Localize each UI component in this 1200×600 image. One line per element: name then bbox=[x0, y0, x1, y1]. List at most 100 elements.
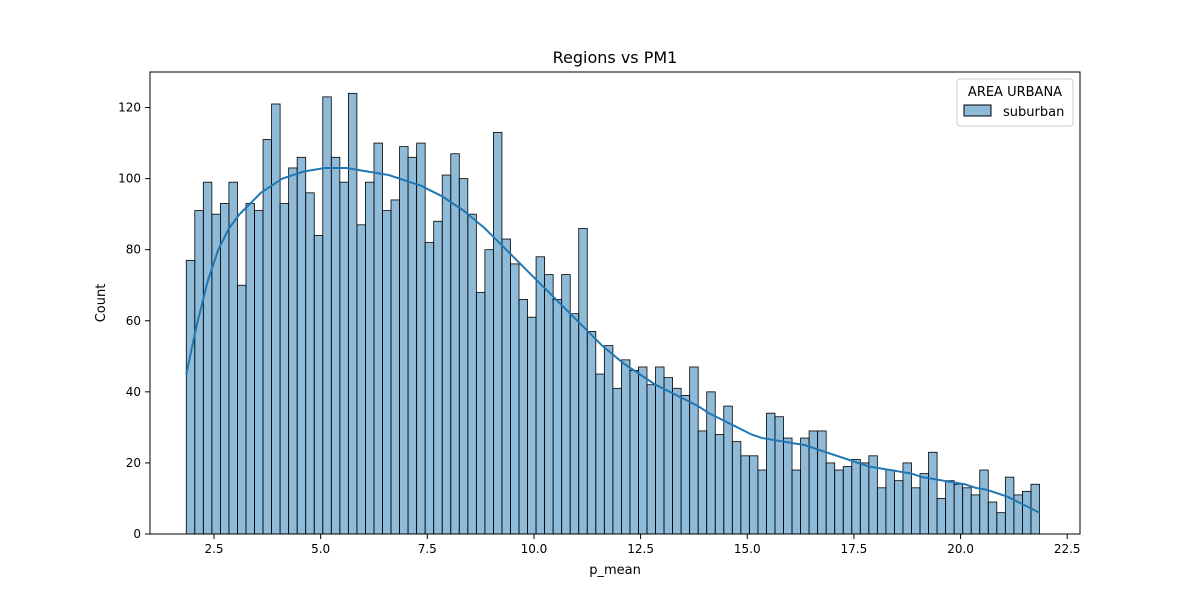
histogram-bar bbox=[1022, 490, 1032, 535]
histogram-bar bbox=[305, 192, 315, 535]
histogram-bar bbox=[748, 455, 759, 535]
histogram-bar bbox=[296, 156, 307, 535]
histogram-bar bbox=[416, 142, 426, 535]
histogram-bar bbox=[441, 174, 452, 535]
histogram-bar bbox=[970, 494, 981, 535]
histogram-bar bbox=[475, 291, 486, 535]
histogram-bar bbox=[962, 487, 972, 535]
x-tick-label: 22.5 bbox=[1054, 542, 1081, 556]
histogram-bar bbox=[731, 441, 742, 535]
histogram-bar bbox=[876, 487, 887, 535]
histogram-bar bbox=[501, 238, 511, 535]
histogram-bar bbox=[979, 469, 989, 535]
histogram-bar bbox=[288, 167, 298, 535]
histogram-bar bbox=[433, 220, 443, 535]
histogram-bar bbox=[245, 203, 255, 535]
histogram-bar bbox=[603, 345, 614, 535]
histogram-bar bbox=[219, 203, 230, 535]
histogram-bar bbox=[825, 462, 836, 535]
histogram-bar bbox=[467, 213, 477, 535]
x-tick-label: 7.5 bbox=[418, 542, 437, 556]
histogram-bar bbox=[373, 142, 383, 535]
histogram-bar bbox=[595, 373, 605, 535]
histogram-bar bbox=[228, 181, 238, 535]
histogram-bar bbox=[672, 387, 682, 535]
histogram-bar bbox=[518, 299, 528, 535]
histogram-bar bbox=[424, 242, 435, 535]
histogram-bars bbox=[185, 92, 1040, 535]
histogram-bar bbox=[450, 153, 460, 535]
histogram-bar bbox=[689, 366, 699, 535]
histogram-bar bbox=[612, 387, 622, 535]
histogram-bar bbox=[254, 210, 264, 535]
x-tick-label: 20.0 bbox=[947, 542, 974, 556]
histogram-bar bbox=[766, 412, 776, 535]
y-tick-label: 120 bbox=[118, 101, 141, 115]
histogram-bar bbox=[629, 370, 639, 535]
histogram-bar bbox=[663, 377, 673, 535]
x-tick-label: 5.0 bbox=[311, 542, 330, 556]
x-axis-ticks: 2.5 5.0 7.5 10.0 12.5 15.0 17.5 20.0 22.5 bbox=[204, 534, 1081, 556]
y-tick-label: 100 bbox=[118, 172, 141, 186]
y-axis-ticks: 0 20 40 60 80 100 120 bbox=[118, 101, 150, 541]
legend-entry-suburban: suburban bbox=[1003, 105, 1064, 120]
histogram-bar bbox=[655, 366, 665, 535]
y-tick-label: 80 bbox=[126, 243, 141, 257]
histogram-bar bbox=[911, 487, 921, 535]
histogram-bar bbox=[262, 139, 272, 535]
histogram-bar bbox=[493, 132, 503, 535]
histogram-bar bbox=[510, 263, 520, 535]
histogram-bar bbox=[757, 469, 767, 535]
histogram-bar bbox=[800, 437, 810, 535]
histogram-bar bbox=[390, 199, 400, 535]
histogram-bar bbox=[680, 394, 691, 535]
histogram-bar bbox=[996, 512, 1006, 535]
histogram-bar bbox=[535, 256, 546, 535]
plot-frame bbox=[149, 71, 1081, 535]
histogram-bar bbox=[987, 501, 998, 535]
histogram-bar bbox=[774, 416, 784, 535]
histogram-bar bbox=[638, 366, 648, 535]
legend-swatch-suburban bbox=[963, 104, 992, 117]
histogram-bar bbox=[834, 469, 844, 535]
histogram-bar bbox=[851, 458, 861, 535]
histogram-bar bbox=[894, 480, 904, 535]
histogram-bar bbox=[185, 259, 196, 535]
histogram-bar bbox=[569, 313, 580, 535]
histogram-bar bbox=[322, 96, 332, 535]
histogram-bar bbox=[194, 210, 204, 535]
histogram-bar bbox=[330, 156, 341, 535]
histogram-bar bbox=[552, 299, 563, 535]
histogram-bar bbox=[714, 434, 725, 535]
histogram-bar bbox=[953, 483, 964, 535]
kde-curve bbox=[185, 166, 1040, 514]
x-tick-label: 10.0 bbox=[521, 542, 548, 556]
histogram-bar bbox=[697, 430, 708, 535]
histogram-bar bbox=[365, 181, 375, 535]
histogram-bar bbox=[586, 331, 597, 535]
histogram-bar bbox=[399, 146, 409, 535]
x-tick-label: 17.5 bbox=[841, 542, 868, 556]
histogram-bar bbox=[407, 156, 418, 535]
legend-title: AREA URBANA bbox=[968, 85, 1062, 100]
histogram-bar bbox=[919, 473, 929, 535]
y-tick-label: 0 bbox=[133, 527, 141, 541]
x-tick-label: 2.5 bbox=[204, 542, 223, 556]
histogram-bar bbox=[347, 92, 358, 535]
legend: AREA URBANA suburban bbox=[956, 78, 1074, 127]
x-axis-label: p_mean bbox=[589, 563, 641, 578]
x-tick-label: 12.5 bbox=[627, 542, 654, 556]
histogram-bar bbox=[783, 437, 793, 535]
histogram-bar bbox=[271, 103, 281, 535]
histogram-bar bbox=[237, 284, 247, 535]
histogram-bar bbox=[928, 451, 938, 535]
histogram-bar bbox=[279, 203, 290, 535]
histogram-bar bbox=[356, 224, 366, 535]
histogram-bar bbox=[620, 359, 631, 535]
histogram-bar bbox=[458, 178, 469, 535]
histogram-bar bbox=[578, 227, 588, 535]
histogram-bar bbox=[885, 469, 895, 535]
y-tick-label: 20 bbox=[126, 456, 141, 470]
histogram-bar bbox=[382, 210, 392, 535]
